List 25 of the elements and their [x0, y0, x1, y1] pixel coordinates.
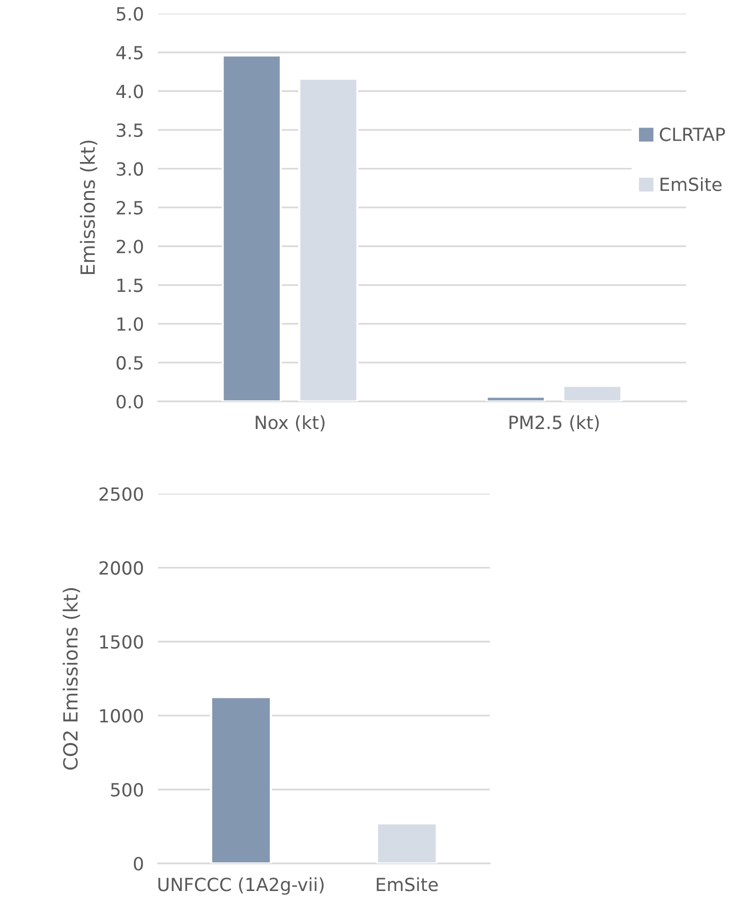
legend-label: CLRTAP [660, 128, 725, 142]
y-tick-label: 3.5 [116, 123, 143, 138]
x-tick-label: UNFCCC (1A2g-vii) [158, 877, 324, 895]
y-tick-label: 500 [111, 782, 143, 797]
y-tick-label: 2000 [100, 561, 143, 575]
legend-label: EmSite [660, 177, 722, 192]
y-axis-title: CO2 Emissions (kt) [62, 588, 80, 770]
bar [486, 396, 546, 402]
y-tick-label: 1.0 [117, 317, 143, 331]
y-tick-label: 1000 [100, 709, 143, 723]
y-tick-label: 0 [134, 856, 143, 871]
y-axis-title: Emissions (kt) [80, 140, 98, 274]
y-tick-label: 5.0 [116, 7, 143, 21]
y-tick-label: 2500 [100, 487, 143, 501]
y-tick-label: 0.5 [116, 356, 143, 370]
y-tick-label: 2.0 [116, 240, 143, 254]
y-tick-label: 1500 [100, 635, 143, 649]
y-tick-label: 4.0 [116, 84, 143, 98]
y-tick-label: 4.5 [116, 46, 143, 60]
y-tick-label: 1.5 [117, 278, 143, 292]
x-tick-label: Nox (kt) [256, 415, 325, 432]
x-tick-label: PM2.5 (kt) [510, 415, 599, 432]
y-tick-label: 3.0 [116, 162, 143, 176]
y-tick-label: 0.0 [116, 394, 143, 408]
y-tick-label: 2.5 [116, 200, 143, 215]
